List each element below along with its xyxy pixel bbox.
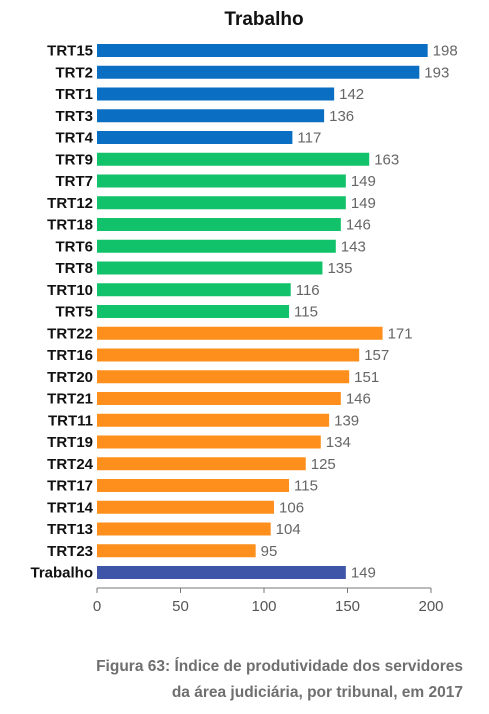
bar — [97, 152, 370, 166]
bar — [97, 392, 341, 405]
category-label: TRT3 — [56, 108, 94, 125]
x-tick-label: 100 — [251, 598, 276, 615]
category-label: TRT21 — [47, 391, 93, 408]
bar — [97, 500, 275, 514]
x-tick-label: 150 — [335, 598, 360, 615]
value-label: 193 — [424, 64, 449, 81]
value-label: 198 — [433, 43, 458, 60]
bar — [97, 544, 256, 558]
category-label: TRT12 — [47, 195, 93, 212]
category-label: TRT15 — [47, 43, 93, 60]
category-label: Trabalho — [30, 565, 93, 582]
bar — [97, 566, 346, 579]
value-label: 171 — [388, 325, 413, 342]
value-label: 149 — [351, 195, 376, 212]
bar — [97, 348, 360, 362]
chart-title: Trabalho — [224, 9, 303, 30]
value-label: 125 — [311, 456, 336, 473]
bar — [97, 283, 291, 297]
category-label: TRT20 — [47, 369, 93, 386]
value-label: 139 — [334, 412, 359, 429]
value-label: 115 — [294, 478, 318, 495]
value-label: 106 — [279, 499, 304, 516]
category-label: TRT11 — [48, 412, 93, 429]
category-label: TRT19 — [47, 434, 93, 451]
x-tick-label: 50 — [172, 598, 189, 615]
value-label: 104 — [276, 521, 301, 538]
value-label: 142 — [339, 86, 364, 103]
value-label: 151 — [354, 369, 379, 386]
value-label: 95 — [261, 543, 278, 560]
value-label: 135 — [327, 260, 352, 277]
value-label: 116 — [296, 282, 320, 299]
value-label: 149 — [351, 565, 376, 582]
bar — [97, 479, 290, 492]
category-label: TRT6 — [56, 238, 94, 255]
x-tick-label: 200 — [418, 598, 443, 615]
bar — [97, 196, 346, 210]
bar — [97, 261, 323, 275]
bar — [97, 174, 346, 188]
bar — [97, 109, 325, 123]
bar — [97, 457, 306, 471]
category-label: TRT16 — [47, 347, 93, 364]
caption-line-2: da área judiciária, por tribunal, em 201… — [171, 684, 463, 701]
category-label: TRT17 — [47, 478, 93, 495]
caption-line-1: Figura 63: Índice de produtividade dos s… — [96, 658, 463, 675]
bar — [97, 87, 335, 101]
bar — [97, 65, 420, 79]
value-label: 143 — [341, 238, 366, 255]
category-label: TRT22 — [47, 325, 93, 342]
category-label: TRT8 — [56, 260, 94, 277]
category-label: TRT18 — [47, 217, 93, 234]
bar — [97, 218, 341, 231]
value-label: 149 — [351, 173, 376, 190]
bar — [97, 326, 383, 340]
bar — [97, 370, 350, 384]
category-label: TRT7 — [56, 173, 94, 190]
category-label: TRT14 — [47, 499, 94, 516]
value-label: 115 — [294, 304, 318, 321]
value-label: 146 — [346, 391, 371, 408]
bar — [97, 239, 336, 253]
value-label: 163 — [374, 151, 399, 168]
category-label: TRT9 — [56, 151, 94, 168]
category-label: TRT4 — [56, 130, 94, 147]
figure-caption: Figura 63: Índice de produtividade dos s… — [96, 654, 463, 706]
bar — [97, 413, 330, 427]
bar-chart: Trabalho TRT15 198 TRT2 193 TRT1 142 TRT3 136 TRT… — [30, 9, 458, 615]
value-label: 136 — [329, 108, 354, 125]
category-label: TRT24 — [47, 456, 94, 473]
category-label: TRT10 — [47, 282, 93, 299]
category-label: TRT2 — [56, 64, 94, 81]
bar — [97, 435, 321, 449]
value-label: 146 — [346, 217, 371, 234]
bar — [97, 44, 428, 57]
bar — [97, 305, 290, 318]
category-label: TRT1 — [56, 86, 94, 103]
bar — [97, 522, 271, 536]
value-label: 117 — [297, 130, 321, 147]
value-label: 157 — [364, 347, 389, 364]
bar — [97, 131, 293, 144]
x-tick-label: 0 — [93, 598, 101, 615]
value-label: 134 — [326, 434, 351, 451]
category-label: TRT13 — [47, 521, 93, 538]
category-label: TRT23 — [47, 543, 93, 560]
category-label: TRT5 — [56, 304, 94, 321]
